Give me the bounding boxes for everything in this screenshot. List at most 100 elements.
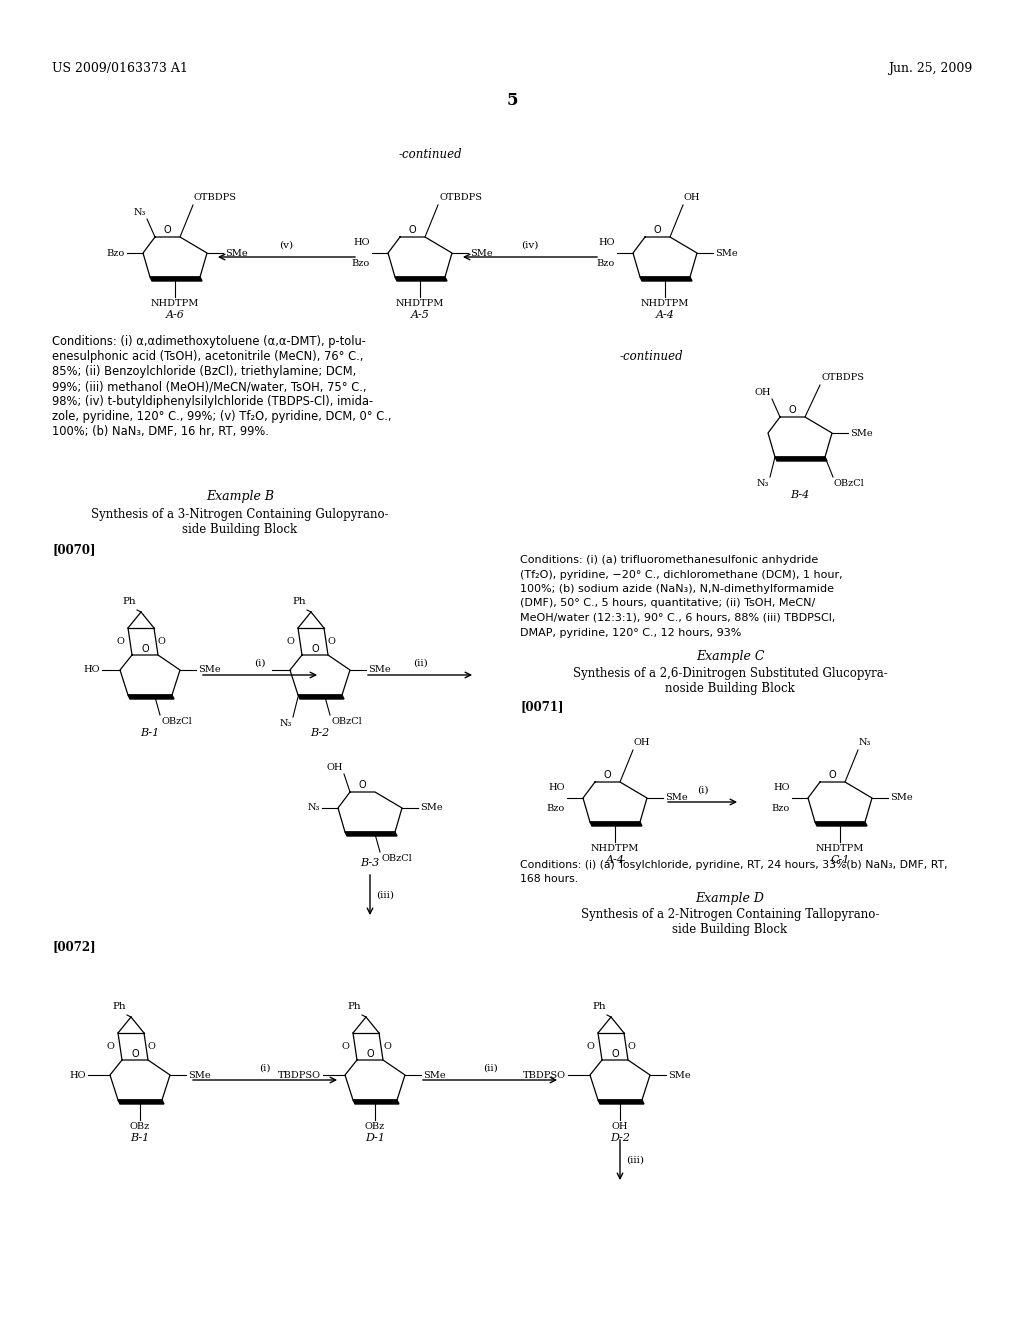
- Text: Ph: Ph: [113, 1002, 126, 1011]
- Text: 5: 5: [506, 92, 518, 110]
- Text: OBzCl: OBzCl: [331, 717, 361, 726]
- Text: (i): (i): [696, 785, 709, 795]
- Text: Synthesis of a 2,6-Dinitrogen Substituted Glucopyra-: Synthesis of a 2,6-Dinitrogen Substitute…: [572, 667, 888, 680]
- Text: OH: OH: [634, 738, 650, 747]
- Text: N₃: N₃: [307, 804, 319, 813]
- Text: Conditions: (i) (a) Tosylchloride, pyridine, RT, 24 hours, 33%(b) NaN₃, DMF, RT,: Conditions: (i) (a) Tosylchloride, pyrid…: [520, 861, 947, 870]
- Text: O: O: [141, 644, 148, 653]
- Text: Ph: Ph: [123, 597, 136, 606]
- Text: O: O: [367, 1049, 374, 1059]
- Text: NHDTPM: NHDTPM: [151, 300, 200, 308]
- Text: OBzCl: OBzCl: [381, 854, 412, 863]
- Text: A-5: A-5: [411, 310, 429, 319]
- Text: N₃: N₃: [859, 738, 871, 747]
- Text: O: O: [116, 638, 124, 645]
- Text: OBz: OBz: [130, 1122, 151, 1131]
- Text: B-1: B-1: [130, 1133, 150, 1143]
- Text: TBDPSO: TBDPSO: [278, 1071, 321, 1080]
- Text: NHDTPM: NHDTPM: [591, 843, 639, 853]
- Text: Example D: Example D: [695, 892, 765, 906]
- Text: US 2009/0163373 A1: US 2009/0163373 A1: [52, 62, 187, 75]
- Text: A-4: A-4: [655, 310, 675, 319]
- Text: Synthesis of a 2-Nitrogen Containing Tallopyrano-: Synthesis of a 2-Nitrogen Containing Tal…: [581, 908, 880, 921]
- Text: (DMF), 50° C., 5 hours, quantitative; (ii) TsOH, MeCN/: (DMF), 50° C., 5 hours, quantitative; (i…: [520, 598, 815, 609]
- Polygon shape: [590, 822, 642, 826]
- Polygon shape: [298, 696, 344, 700]
- Text: -continued: -continued: [620, 350, 684, 363]
- Text: (v): (v): [280, 242, 294, 249]
- Text: HO: HO: [598, 238, 615, 247]
- Text: Conditions: (i) (a) trifluoromethanesulfonic anhydride: Conditions: (i) (a) trifluoromethanesulf…: [520, 554, 818, 565]
- Text: O: O: [286, 638, 294, 645]
- Text: Bzo: Bzo: [597, 259, 615, 268]
- Text: SMe: SMe: [470, 248, 493, 257]
- Polygon shape: [815, 822, 867, 826]
- Text: SMe: SMe: [225, 248, 248, 257]
- Text: O: O: [409, 224, 417, 235]
- Text: A-6: A-6: [166, 310, 184, 319]
- Polygon shape: [598, 1100, 644, 1104]
- Text: OH: OH: [755, 388, 771, 397]
- Text: SMe: SMe: [850, 429, 872, 437]
- Polygon shape: [775, 457, 827, 461]
- Text: OH: OH: [684, 193, 700, 202]
- Text: MeOH/water (12:3:1), 90° C., 6 hours, 88% (iii) TBDPSCl,: MeOH/water (12:3:1), 90° C., 6 hours, 88…: [520, 612, 836, 623]
- Text: OBzCl: OBzCl: [834, 479, 864, 488]
- Text: 100%; (b) NaN₃, DMF, 16 hr, RT, 99%.: 100%; (b) NaN₃, DMF, 16 hr, RT, 99%.: [52, 425, 269, 438]
- Text: Example C: Example C: [695, 649, 764, 663]
- Text: (ii): (ii): [413, 659, 427, 668]
- Polygon shape: [640, 277, 692, 281]
- Text: O: O: [158, 638, 166, 645]
- Text: Bzo: Bzo: [772, 804, 790, 813]
- Text: C-1: C-1: [830, 855, 850, 865]
- Text: (ii): (ii): [482, 1064, 498, 1073]
- Text: 98%; (iv) t-butyldiphenylsilylchloride (TBDPS-Cl), imida-: 98%; (iv) t-butyldiphenylsilylchloride (…: [52, 395, 373, 408]
- Text: (iii): (iii): [626, 1155, 644, 1164]
- Text: HO: HO: [549, 783, 565, 792]
- Text: N₃: N₃: [280, 719, 292, 729]
- Text: Jun. 25, 2009: Jun. 25, 2009: [888, 62, 972, 75]
- Text: (Tf₂O), pyridine, −20° C., dichloromethane (DCM), 1 hour,: (Tf₂O), pyridine, −20° C., dichlorometha…: [520, 569, 843, 579]
- Text: OTBDPS: OTBDPS: [439, 193, 482, 202]
- Text: [0071]: [0071]: [520, 700, 563, 713]
- Text: NHDTPM: NHDTPM: [816, 843, 864, 853]
- Text: O: O: [788, 405, 797, 414]
- Text: OBz: OBz: [365, 1122, 385, 1131]
- Text: O: O: [131, 1049, 139, 1059]
- Text: O: O: [341, 1041, 349, 1051]
- Text: zole, pyridine, 120° C., 99%; (v) Tf₂O, pyridine, DCM, 0° C.,: zole, pyridine, 120° C., 99%; (v) Tf₂O, …: [52, 411, 391, 422]
- Text: NHDTPM: NHDTPM: [641, 300, 689, 308]
- Text: 168 hours.: 168 hours.: [520, 874, 579, 884]
- Text: HO: HO: [70, 1071, 86, 1080]
- Text: Bzo: Bzo: [352, 259, 370, 268]
- Text: OH: OH: [327, 763, 343, 772]
- Text: [0070]: [0070]: [52, 543, 95, 556]
- Text: SMe: SMe: [198, 665, 220, 675]
- Polygon shape: [128, 696, 174, 700]
- Text: SMe: SMe: [423, 1071, 445, 1080]
- Text: D-1: D-1: [365, 1133, 385, 1143]
- Text: SMe: SMe: [665, 793, 688, 803]
- Text: O: O: [828, 770, 837, 780]
- Text: noside Building Block: noside Building Block: [666, 682, 795, 696]
- Text: O: O: [358, 780, 367, 789]
- Text: SMe: SMe: [420, 804, 442, 813]
- Text: O: O: [148, 1041, 156, 1051]
- Text: OH: OH: [611, 1122, 629, 1131]
- Text: (i): (i): [259, 1064, 270, 1073]
- Text: -continued: -continued: [398, 148, 462, 161]
- Text: NHDTPM: NHDTPM: [396, 300, 444, 308]
- Text: DMAP, pyridine, 120° C., 12 hours, 93%: DMAP, pyridine, 120° C., 12 hours, 93%: [520, 627, 741, 638]
- Text: O: O: [611, 1049, 618, 1059]
- Text: Ph: Ph: [592, 1002, 606, 1011]
- Text: SMe: SMe: [890, 793, 912, 803]
- Text: A-4: A-4: [605, 855, 625, 865]
- Text: Bzo: Bzo: [547, 804, 565, 813]
- Text: 99%; (iii) methanol (MeOH)/MeCN/water, TsOH, 75° C.,: 99%; (iii) methanol (MeOH)/MeCN/water, T…: [52, 380, 367, 393]
- Text: OBzCl: OBzCl: [161, 717, 191, 726]
- Text: SMe: SMe: [368, 665, 390, 675]
- Text: 100%; (b) sodium azide (NaN₃), N,N-dimethylformamide: 100%; (b) sodium azide (NaN₃), N,N-dimet…: [520, 583, 834, 594]
- Text: O: O: [586, 1041, 594, 1051]
- Text: B-1: B-1: [140, 729, 160, 738]
- Text: SMe: SMe: [188, 1071, 211, 1080]
